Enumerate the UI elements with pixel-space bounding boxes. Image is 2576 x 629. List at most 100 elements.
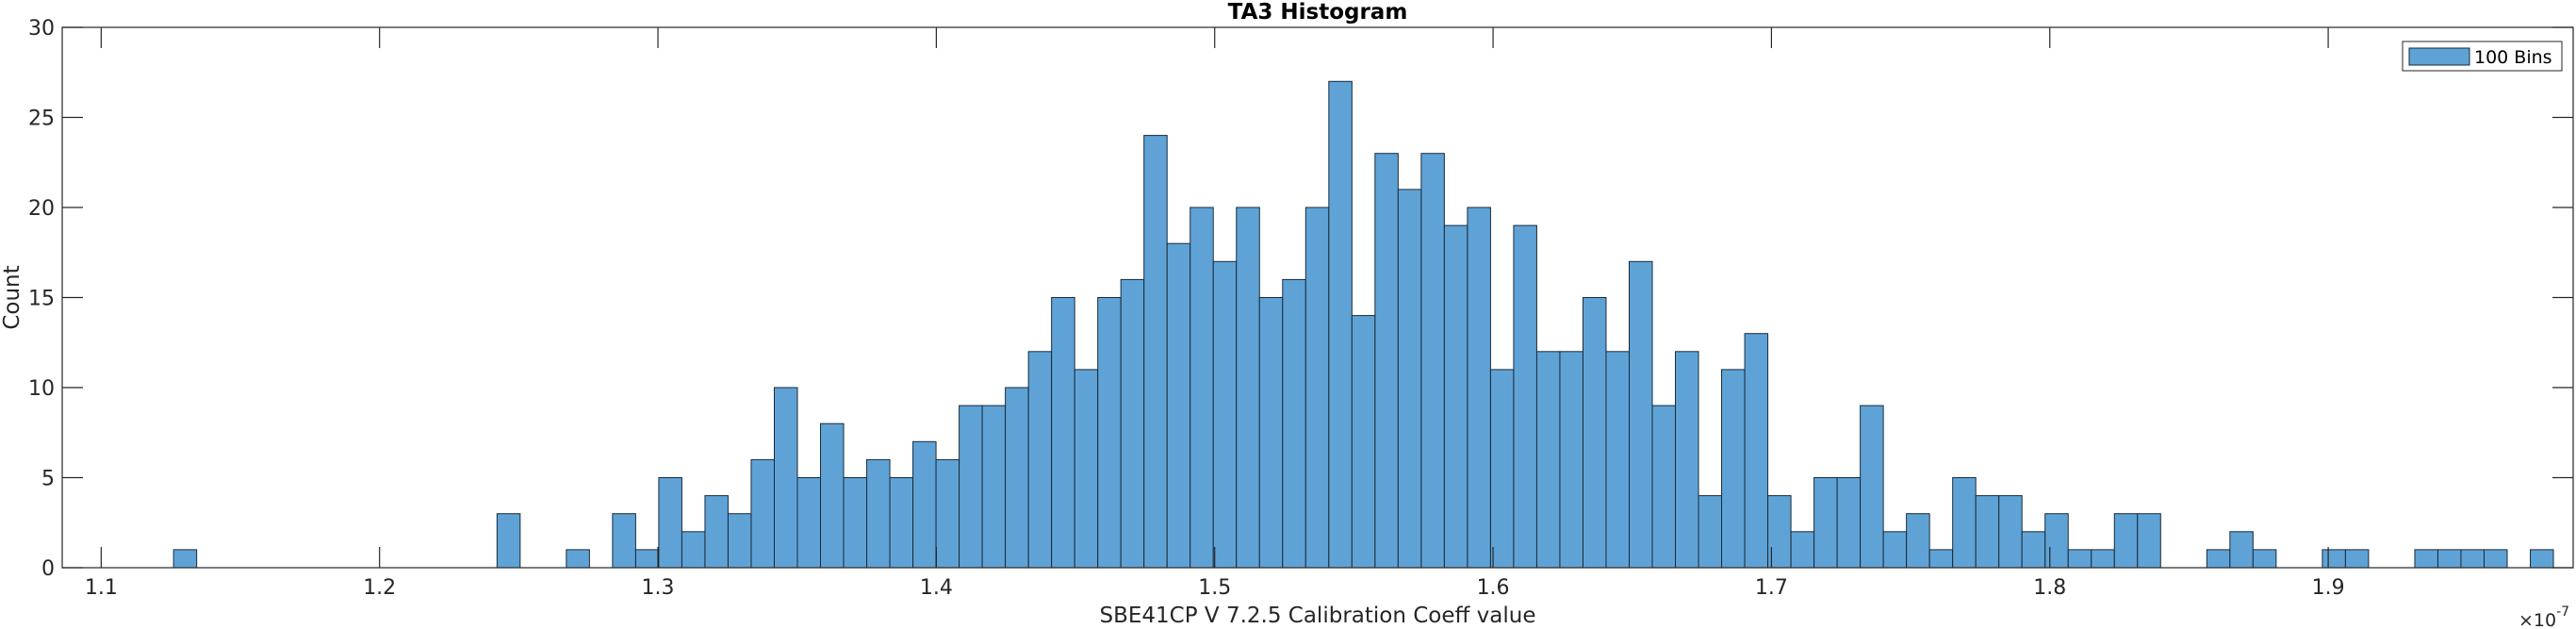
y-tick-label: 0 xyxy=(41,557,55,581)
histogram-bar xyxy=(2437,549,2462,569)
x-tick-label: 1.2 xyxy=(363,576,396,600)
histogram-bar xyxy=(1513,224,1537,569)
histogram-bar xyxy=(496,513,521,569)
histogram-bar xyxy=(1005,387,1029,569)
histogram-bar xyxy=(1212,260,1238,569)
histogram-bar xyxy=(1535,351,1561,569)
histogram-bar xyxy=(2322,549,2346,569)
histogram-bar xyxy=(1258,297,1284,569)
histogram-bar xyxy=(1282,278,1306,569)
x-tick-label: 1.9 xyxy=(2312,576,2345,600)
histogram-bar xyxy=(2252,549,2277,569)
histogram-bar xyxy=(1051,297,1075,569)
x-axis-title: SBE41CP V 7.2.5 Calibration Coeff value xyxy=(1099,604,1535,628)
chart-title: TA3 Histogram xyxy=(1228,0,1408,25)
histogram-bar xyxy=(2229,531,2254,569)
legend-label: 100 Bins xyxy=(2474,47,2552,68)
x-tick-label: 1.8 xyxy=(2033,576,2066,600)
histogram-bar xyxy=(1952,477,1977,569)
legend[interactable]: 100 Bins xyxy=(2402,41,2563,72)
y-tick-label: 25 xyxy=(28,108,55,131)
histogram-bar xyxy=(1836,477,1862,569)
x-tick-label: 1.3 xyxy=(642,576,675,600)
histogram-bar xyxy=(1651,405,1677,569)
histogram-bar xyxy=(1790,531,1815,569)
histogram-bar xyxy=(612,513,636,569)
histogram-bar xyxy=(1097,297,1122,569)
histogram-bar xyxy=(1698,495,1723,569)
histogram-bar xyxy=(2530,549,2554,569)
y-tick-label: 10 xyxy=(28,377,55,401)
histogram-bar xyxy=(1467,207,1491,569)
histogram-bar xyxy=(2021,531,2046,569)
ticks-group: 1.1 1.2 1.3 1.4 1.5 1.6 1.7 1.8 1.9 0 5 10 15 20 25 30 xyxy=(28,17,2573,600)
histogram-bar xyxy=(1304,207,1330,569)
histogram-bar xyxy=(1374,153,1399,569)
histogram-bar xyxy=(866,458,891,569)
legend-swatch xyxy=(2408,47,2470,66)
histogram-bar xyxy=(2113,513,2139,569)
histogram-bar xyxy=(2137,513,2161,569)
histogram-bar xyxy=(1443,224,1468,569)
y-axis-title: Count xyxy=(0,265,25,329)
histogram-bar xyxy=(704,495,729,569)
histogram-bar xyxy=(634,549,660,569)
histogram-bar xyxy=(1605,351,1630,569)
y-tick-label: 5 xyxy=(41,468,55,491)
histogram-bar xyxy=(959,405,983,569)
histogram-bar xyxy=(1975,495,2000,569)
histogram-bar xyxy=(1074,369,1099,569)
y-tick-label: 15 xyxy=(28,288,55,311)
histogram-bar xyxy=(750,458,775,569)
histogram-bar xyxy=(1120,278,1145,569)
x-exponent-power: -7 xyxy=(2556,604,2569,620)
histogram-bar xyxy=(2091,549,2115,569)
histogram-bar xyxy=(1397,189,1422,569)
histogram-bar xyxy=(172,549,198,569)
histogram-bar xyxy=(2067,549,2092,569)
histogram-bar xyxy=(1027,351,1053,569)
histogram-bar xyxy=(2044,513,2069,569)
histogram-bar xyxy=(1721,369,1746,569)
histogram-bar xyxy=(566,549,590,569)
histogram-bar xyxy=(658,477,682,569)
histogram-bar xyxy=(1998,495,2023,569)
histogram-bar xyxy=(981,405,1007,569)
x-tick-label: 1.7 xyxy=(1755,576,1788,600)
histogram-bar xyxy=(1190,207,1214,569)
histogram-bar xyxy=(2206,549,2231,569)
histogram-bar xyxy=(889,477,914,569)
histogram-bar xyxy=(2414,549,2438,569)
histogram-bar xyxy=(1882,531,1908,569)
histogram-bar xyxy=(1420,153,1445,569)
x-tick-label: 1.5 xyxy=(1198,576,1231,600)
histogram-bar xyxy=(935,458,960,569)
histogram-bar xyxy=(727,513,752,569)
histogram-bar xyxy=(1166,242,1191,569)
histogram-bar xyxy=(1489,369,1515,569)
histogram-bar xyxy=(1328,80,1353,569)
histogram-bar xyxy=(1813,477,1838,569)
histogram-bar xyxy=(1906,513,1930,569)
histogram-bar xyxy=(1559,351,1583,569)
y-tick-label: 20 xyxy=(28,197,55,221)
histogram-bar xyxy=(912,440,937,569)
histogram-bar xyxy=(1351,315,1376,569)
histogram-bar xyxy=(1675,351,1699,569)
x-tick-label: 1.6 xyxy=(1477,576,1510,600)
x-exponent-base: ×10 xyxy=(2519,610,2556,629)
histogram-bar xyxy=(1628,260,1653,569)
histogram-bar xyxy=(843,477,868,569)
histogram-bar xyxy=(2344,549,2370,569)
histogram-bar xyxy=(1860,405,1884,569)
histogram-bar xyxy=(820,422,845,569)
histogram-bar xyxy=(1582,297,1607,569)
histogram-bar xyxy=(1928,549,1954,569)
x-axis-exponent: ×10-7 xyxy=(2519,604,2569,629)
x-tick-label: 1.4 xyxy=(920,576,953,600)
histogram-bar xyxy=(2483,549,2508,569)
x-tick-label: 1.1 xyxy=(85,576,118,600)
histogram-bar xyxy=(1744,333,1769,569)
histogram-bar xyxy=(1236,207,1260,569)
bars-group xyxy=(172,80,2554,569)
